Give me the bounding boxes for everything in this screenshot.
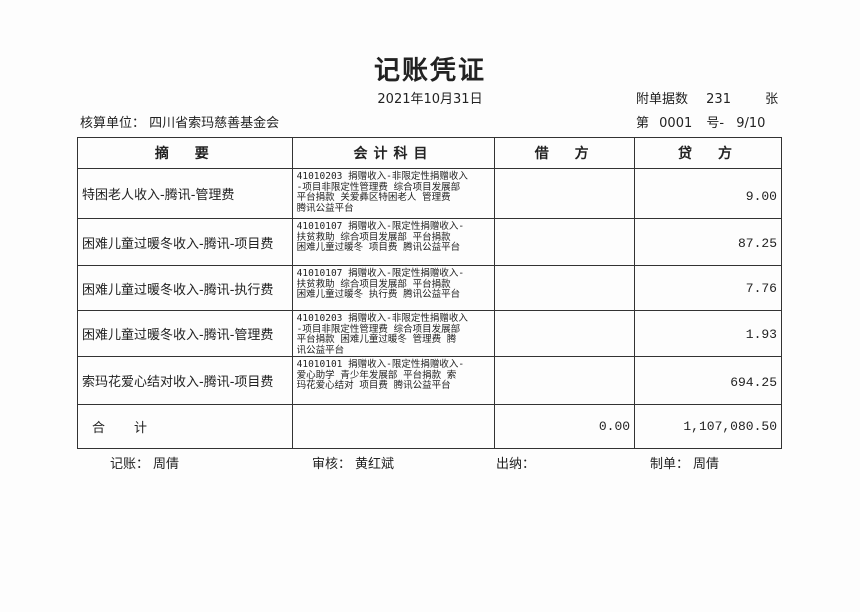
summary-cell: 索玛花爱心结对收入-腾讯-项目费	[77, 356, 293, 405]
header-debit: 借 方	[494, 137, 636, 169]
account-line: 爱心助学 青少年发展部 平台捐款 索	[296, 369, 457, 381]
header-account: 会计科目	[291, 137, 496, 169]
account-line: 玛花爱心结对 项目费 腾讯公益平台	[296, 380, 451, 391]
attachments: 附单据数 231 张	[636, 88, 778, 107]
auditor-label: 审核：	[312, 457, 352, 472]
auditor-name: 黄红斌	[355, 457, 395, 472]
voucher-date: 2021年10月31日	[377, 92, 483, 107]
table-row: 特困老人收入-腾讯-管理费 41010203 捐赠收入-非限定性捐赠收入 -项目非…	[77, 168, 782, 219]
total-credit: 1,107,080.50	[634, 404, 782, 449]
total-row: 合 计 0.00 1,107,080.50	[77, 404, 782, 449]
bookkeeper: 记账： 周倩	[110, 453, 179, 472]
debit-cell	[494, 168, 636, 219]
account-cell: 41010107 捐赠收入-限定性捐赠收入- 扶贫救助 综合项目发展部 平台捐款困…	[291, 218, 496, 266]
account-line: 41010107 捐赠收入-限定性捐赠收入-	[296, 221, 465, 232]
debit-cell	[494, 218, 636, 266]
account-cell: 41010203 捐赠收入-非限定性捐赠收入 -项目非限定性管理费 综合项目发展部…	[291, 310, 496, 357]
account-line: 平台捐款 困难儿童过暖冬 管理费 腾	[296, 334, 457, 345]
attachments-unit: 张	[765, 92, 779, 107]
accounting-unit: 核算单位： 四川省索玛慈善基金会	[80, 112, 279, 131]
total-debit: 0.00	[494, 404, 636, 449]
table-row: 困难儿童过暖冬收入-腾讯-管理费 41010203 捐赠收入-非限定性捐赠收入 -…	[77, 310, 782, 357]
account-line: 困难儿童过暖冬 项目费 腾讯公益平台	[296, 242, 461, 253]
unit-label: 核算单位：	[80, 116, 146, 131]
account-line: -项目非限定性管理费 综合项目发展部	[296, 323, 461, 335]
account-line: 讯公益平台	[296, 344, 345, 356]
credit-cell: 87.25	[634, 218, 782, 266]
maker-name: 周倩	[693, 457, 720, 472]
cashier: 出纳：	[496, 453, 535, 472]
account-line: 41010203 捐赠收入-非限定性捐赠收入	[296, 171, 468, 182]
account-line: 41010107 捐赠收入-限定性捐赠收入-	[296, 268, 465, 279]
bookkeeper-name: 周倩	[153, 457, 180, 472]
account-cell: 41010203 捐赠收入-非限定性捐赠收入 -项目非限定性管理费 综合项目发展部…	[291, 168, 496, 219]
cashier-label: 出纳：	[496, 457, 536, 472]
account-line: 平台捐款 关爱彝区特困老人 管理费	[296, 192, 451, 203]
maker: 制单： 周倩	[650, 453, 719, 472]
table-row: 困难儿童过暖冬收入-腾讯-项目费 41010107 捐赠收入-限定性捐赠收入- 扶…	[77, 218, 782, 266]
account-line: 41010101 捐赠收入-限定性捐赠收入-	[296, 359, 465, 370]
summary-cell: 困难儿童过暖冬收入-腾讯-管理费	[77, 310, 293, 357]
maker-label: 制单：	[650, 457, 690, 472]
table-row: 索玛花爱心结对收入-腾讯-项目费 41010101 捐赠收入-限定性捐赠收入- 爱…	[77, 356, 782, 405]
table-row: 困难儿童过暖冬收入-腾讯-执行费 41010107 捐赠收入-限定性捐赠收入- 扶…	[77, 265, 782, 311]
account-line: 困难儿童过暖冬 执行费 腾讯公益平台	[296, 289, 461, 300]
account-line: 腾讯公益平台	[296, 202, 354, 214]
summary-cell: 困难儿童过暖冬收入-腾讯-执行费	[77, 265, 293, 311]
total-account	[291, 404, 496, 449]
voucher-no: 0001	[659, 116, 693, 131]
account-line: -项目非限定性管理费 综合项目发展部	[296, 181, 461, 193]
account-line: 扶贫救助 综合项目发展部 平台捐款	[296, 278, 451, 290]
auditor: 审核： 黄红斌	[312, 453, 394, 472]
account-line: 扶贫救助 综合项目发展部 平台捐款	[296, 231, 451, 243]
credit-cell: 1.93	[634, 310, 782, 357]
document-title: 记账凭证	[373, 56, 486, 86]
attachments-count: 231	[706, 92, 731, 107]
credit-cell: 9.00	[634, 168, 782, 219]
total-label: 合 计	[77, 404, 293, 449]
voucher-page-count: 9/10	[736, 116, 766, 131]
attachments-label: 附单据数	[636, 92, 689, 107]
unit-value: 四川省索玛慈善基金会	[149, 116, 280, 131]
account-line: 41010203 捐赠收入-非限定性捐赠收入	[296, 313, 468, 324]
header-credit: 贷 方	[634, 137, 782, 169]
credit-cell: 7.76	[634, 265, 782, 311]
summary-cell: 困难儿童过暖冬收入-腾讯-项目费	[77, 218, 293, 266]
debit-cell	[494, 356, 636, 405]
voucher-number: 第 0001 号- 9/10	[636, 112, 765, 131]
voucher-prefix: 第	[636, 116, 650, 131]
debit-cell	[494, 265, 636, 311]
account-cell: 41010101 捐赠收入-限定性捐赠收入- 爱心助学 青少年发展部 平台捐款 索…	[291, 356, 496, 405]
debit-cell	[494, 310, 636, 357]
summary-cell: 特困老人收入-腾讯-管理费	[77, 168, 293, 219]
voucher-table: 摘 要 会计科目 借 方 贷 方 特困老人收入-腾讯-管理费 41010203 …	[77, 137, 782, 449]
header-summary: 摘 要	[77, 137, 293, 169]
bookkeeper-label: 记账：	[110, 457, 150, 472]
credit-cell: 694.25	[634, 356, 782, 405]
voucher-suffix: 号-	[706, 116, 725, 131]
account-cell: 41010107 捐赠收入-限定性捐赠收入- 扶贫救助 综合项目发展部 平台捐款困…	[291, 265, 496, 311]
